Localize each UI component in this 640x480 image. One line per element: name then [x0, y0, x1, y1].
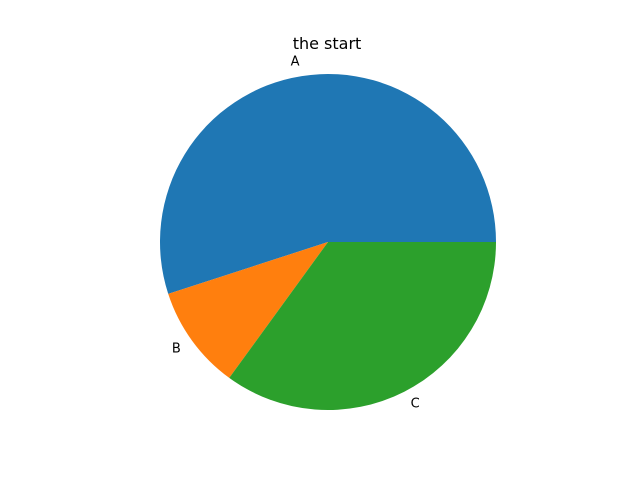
- pie-slice-a: [160, 73, 497, 294]
- pie-slice-c: [229, 242, 496, 410]
- pie-label-a: A: [291, 55, 300, 70]
- pie-slice-b: [168, 242, 328, 378]
- chart-title: the start: [293, 34, 362, 53]
- pie-labels: A B C: [172, 55, 420, 412]
- pie-label-b: B: [172, 341, 181, 356]
- pie-label-c: C: [411, 397, 420, 412]
- pie-slices: [160, 73, 497, 410]
